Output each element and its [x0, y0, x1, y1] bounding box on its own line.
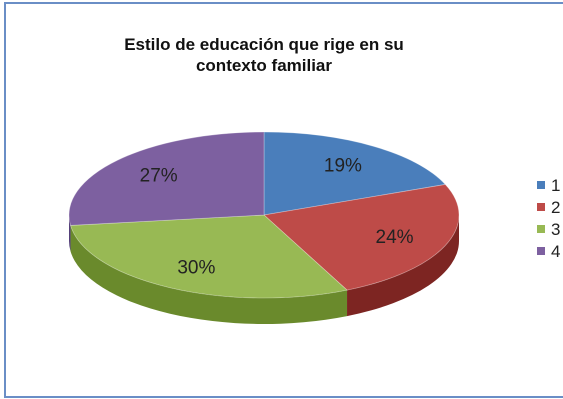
pie-slice-4[interactable]	[68, 131, 265, 226]
pie-data-label-1: 19%	[324, 156, 362, 177]
pie-side-2	[347, 215, 459, 317]
legend: 1 2 3 4	[537, 176, 560, 261]
legend-label-4: 4	[551, 242, 560, 261]
chart-title-line-1: Estilo de educación que rige en su	[124, 35, 404, 54]
pie-slices	[68, 131, 460, 299]
chart-title: Estilo de educación que rige en su conte…	[74, 34, 454, 76]
chart-title-line-2: contexto familiar	[195, 56, 333, 75]
pie-data-label-2: 24%	[376, 227, 414, 248]
pie-data-labels: 19% 24% 30% 27%	[140, 156, 414, 279]
pie-slice-3[interactable]	[70, 214, 348, 299]
legend-label-2: 2	[551, 198, 560, 217]
pie-slice-2[interactable]	[263, 184, 460, 291]
pie-slice-1[interactable]	[263, 131, 447, 216]
legend-label-1: 1	[551, 176, 560, 195]
legend-swatch-3	[537, 225, 545, 233]
legend-swatch-1	[537, 181, 545, 189]
pie-side-4	[69, 215, 71, 252]
legend-label-3: 3	[551, 220, 560, 239]
legend-swatch-2	[537, 203, 545, 211]
pie-side-3	[70, 225, 348, 324]
pie-data-label-4: 27%	[140, 165, 178, 186]
pie-side-walls	[69, 215, 459, 324]
legend-swatch-4	[537, 247, 545, 255]
pie-data-label-3: 30%	[177, 257, 215, 278]
